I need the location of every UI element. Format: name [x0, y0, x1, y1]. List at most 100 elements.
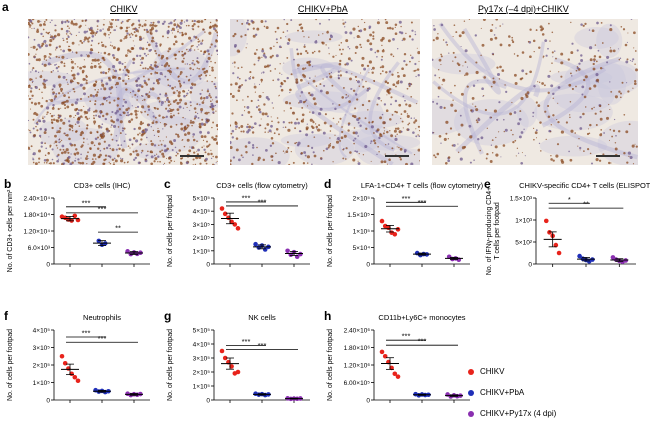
chart-title: CD3+ cells (IHC)	[74, 181, 131, 190]
legend-label: CHIKV+PbA	[480, 388, 525, 397]
significance-label: ***	[242, 337, 251, 346]
data-point	[59, 353, 65, 359]
y-tick-label: 3×10⁵	[33, 345, 51, 352]
chart-panel-d: d LFA-1+CD4+ T cells (flow cytometry) No. …	[324, 177, 484, 269]
significance-label: *	[568, 195, 571, 204]
y-tick-label: 4×10⁵	[33, 328, 51, 335]
panel-letter: h	[324, 309, 331, 323]
significance-label: ***	[418, 337, 427, 346]
chart-panel-g: g NK cells No. of cells per footpad 0 1×10⁵ 2…	[164, 309, 310, 405]
data-point	[72, 213, 78, 219]
chart-title: NK cells	[248, 313, 276, 322]
y-axis-label: No. of cells per footpad	[167, 329, 174, 401]
y-tick-label: 0	[366, 398, 370, 405]
micrograph-label-py17x-chikv: Py17x (–4 dpi)+CHIKV	[478, 4, 569, 14]
data-point	[222, 211, 228, 217]
y-tick-label: 1.20×10⁶	[344, 363, 371, 370]
data-point	[379, 218, 385, 224]
data-point	[253, 241, 258, 247]
significance-label: **	[115, 224, 121, 233]
y-tick-label: 1.5×10³	[510, 196, 533, 203]
y-tick-label: 6.0×10³	[28, 245, 51, 252]
chart-title: CD11b+Ly6C+ monocytes	[378, 313, 465, 322]
y-tick-label: 5×10⁵	[193, 328, 211, 335]
data-point	[219, 206, 225, 211]
panel-letter: d	[324, 177, 331, 191]
y-tick-label: 4×10⁵	[193, 342, 211, 349]
chart-panel-c: c CD3+ cells (flow cytometry) No. of cells…	[164, 177, 310, 269]
data-point	[219, 348, 225, 354]
data-point	[547, 230, 552, 235]
significance-label: ***	[402, 194, 411, 203]
y-tick-label: 0	[206, 262, 210, 269]
data-point	[262, 247, 268, 252]
y-tick-label: 0	[528, 262, 532, 269]
significance-label: ***	[82, 329, 91, 338]
y-tick-label: 3×10⁵	[193, 222, 211, 229]
legend-item: CHIKV	[468, 367, 504, 376]
y-tick-label: 1.80×10⁶	[344, 345, 371, 352]
data-point	[610, 255, 616, 260]
y-tick-label: 5×10⁴	[353, 245, 371, 252]
data-point	[229, 219, 234, 225]
significance-label: ***	[418, 198, 427, 207]
y-tick-label: 2×10⁵	[193, 370, 211, 377]
y-tick-label: 1×10⁵	[33, 380, 51, 387]
y-tick-label: 5×10⁵	[193, 196, 211, 203]
significance-label: ***	[258, 197, 267, 206]
data-point	[379, 349, 385, 355]
data-point	[72, 374, 78, 380]
significance-label: ***	[258, 341, 267, 350]
y-tick-label: 0	[46, 262, 50, 269]
panel-letter: b	[4, 177, 11, 191]
data-point	[62, 360, 68, 366]
panel-letter: e	[484, 177, 491, 191]
y-tick-label: 4×10⁵	[193, 209, 211, 216]
y-axis-label: No. of cells per footpad	[167, 195, 174, 267]
scale-bar	[596, 155, 620, 157]
data-point	[229, 364, 234, 369]
scale-bar	[180, 155, 204, 157]
y-tick-label: 2.40×10⁶	[344, 328, 371, 335]
significance-label: ***	[82, 198, 91, 207]
significance-label: **	[583, 200, 589, 209]
chart-title: Neutrophils	[83, 313, 121, 322]
y-tick-label: 1.80×10⁴	[24, 212, 51, 219]
chart-title: LFA-1+CD4+ T cells (flow cytometry)	[361, 181, 484, 190]
y-tick-label: 1×10⁵	[353, 229, 371, 236]
legend-dot	[468, 410, 474, 417]
significance-label: ***	[402, 332, 411, 341]
data-point	[395, 227, 401, 232]
chart-panel-f: f Neutrophils No. of cells per footpad 0 1×1…	[4, 309, 150, 405]
y-axis-label: No. of CD3+ cells per mm²	[7, 189, 14, 272]
panel-letter: c	[164, 177, 171, 191]
legend-dot	[468, 368, 474, 375]
micrograph-py17x-chikv	[432, 19, 638, 165]
y-tick-label: 1×10⁵	[193, 384, 211, 391]
y-tick-label: 1.20×10⁴	[24, 229, 51, 236]
y-tick-label: 0	[366, 262, 370, 269]
significance-label: ***	[98, 204, 107, 213]
data-point	[285, 248, 290, 254]
micrograph-label-chikv-pba: CHIKV+PbA	[298, 4, 348, 14]
y-axis-label: No. of IFNγ-producing CD4+T cells per fo…	[486, 187, 501, 276]
y-tick-label: 2.40×10⁴	[24, 196, 51, 203]
data-point	[553, 242, 559, 248]
y-axis-label: No. of cells per footpad	[327, 329, 334, 401]
micrograph-chikv-pba	[230, 19, 420, 165]
y-tick-label: 6.00×10⁵	[344, 380, 371, 387]
y-tick-label: 1×10³	[515, 218, 533, 225]
y-tick-label: 1.5×10⁵	[347, 212, 370, 219]
chart-panel-b: b CD3+ cells (IHC) No. of CD3+ cells per m…	[4, 177, 150, 272]
micrograph-label-chikv: CHIKV	[110, 4, 138, 14]
y-tick-label: 2×10⁵	[193, 235, 211, 242]
data-point	[298, 251, 303, 257]
data-point	[395, 374, 401, 379]
micrograph-chikv	[28, 19, 218, 165]
data-point	[232, 222, 238, 227]
y-tick-label: 3×10⁵	[193, 356, 211, 363]
panel-letter: g	[164, 309, 171, 323]
legend-item: CHIKV+PbA	[468, 388, 524, 397]
y-tick-label: 0	[206, 398, 210, 405]
y-tick-label: 5×10²	[515, 240, 533, 247]
